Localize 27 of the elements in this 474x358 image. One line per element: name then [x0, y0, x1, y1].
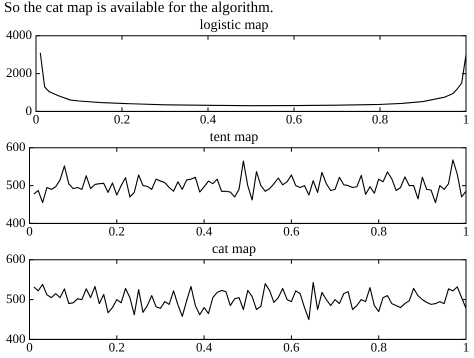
x-tick-label: 1	[462, 224, 470, 239]
y-tick-label: 500	[6, 177, 26, 192]
x-tick-label: 0.8	[372, 112, 388, 127]
x-tick-label: 0.2	[108, 340, 125, 355]
x-tick-label: 0.6	[283, 224, 300, 239]
chart-title: cat map	[212, 242, 256, 258]
y-tick-label: 500	[6, 291, 26, 306]
x-tick-label: 0.6	[286, 112, 303, 127]
y-tick-label: 400	[6, 330, 26, 346]
text: So the cat map is available for the algorithm.	[4, 0, 274, 17]
chart-title: tent map	[210, 130, 258, 146]
x-tick-label: 0.8	[370, 340, 387, 355]
x-tick-label: 0.2	[108, 224, 125, 239]
x-tick-label: 0.4	[196, 224, 213, 239]
x-tick-label: 1	[462, 112, 470, 127]
x-tick-label: 0.8	[370, 224, 387, 239]
x-tick-label: 0.2	[114, 112, 130, 127]
chart-title: logistic map	[200, 18, 268, 34]
x-tick-label: 0.4	[196, 340, 213, 355]
y-tick-label: 600	[6, 139, 26, 154]
x-tick-label: 1	[462, 340, 470, 355]
x-tick-label: 0.4	[200, 112, 217, 127]
x-tick-label: 0.6	[283, 340, 300, 355]
y-tick-label: 4000	[6, 27, 32, 42]
y-tick-label: 2000	[6, 65, 32, 80]
y-tick-label: 600	[6, 251, 26, 266]
y-tick-label: 400	[6, 214, 26, 230]
